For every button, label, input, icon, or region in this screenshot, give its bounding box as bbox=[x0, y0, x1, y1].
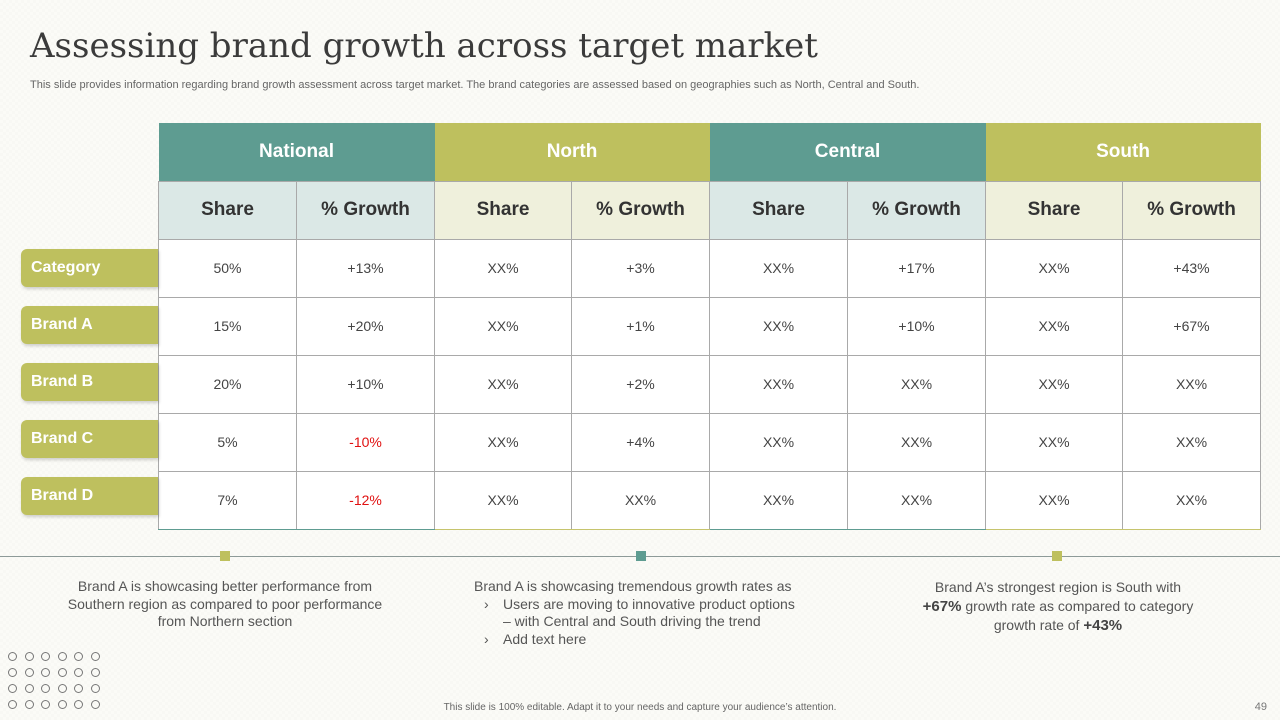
table-cell: +20% bbox=[295, 296, 436, 356]
note-left-line: from Northern section bbox=[157, 613, 293, 629]
highlight-value: +67% bbox=[922, 598, 962, 615]
note-right: Brand A’s strongest region is South with… bbox=[872, 578, 1244, 635]
note-right-text: growth rate as compared to category bbox=[961, 598, 1194, 614]
table-cell: 50% bbox=[158, 238, 297, 298]
table-cell: XX% bbox=[1122, 354, 1262, 414]
table-cell: -10% bbox=[295, 412, 436, 472]
table-cell: XX% bbox=[434, 238, 573, 298]
note-left-line: Brand A is showcasing better performance… bbox=[77, 578, 373, 594]
table-cell: 20% bbox=[158, 354, 297, 414]
note-right-line: +67% growth rate as compared to category bbox=[872, 597, 1244, 616]
table-cell: XX% bbox=[1122, 470, 1262, 530]
sub-header-growth: % Growth bbox=[847, 180, 987, 240]
table-cell: +1% bbox=[571, 296, 711, 356]
sub-header-share: Share bbox=[985, 180, 1124, 240]
decorative-dot-grid bbox=[8, 652, 100, 709]
table-cell: XX% bbox=[709, 412, 849, 472]
sub-header-share: Share bbox=[709, 180, 849, 240]
sub-header-share: Share bbox=[434, 180, 573, 240]
note-right-line: growth rate of +43% bbox=[872, 616, 1244, 635]
table-body: 50% +13% XX% +3% XX% +17% XX% +43% 15% +20% XX% +1%… bbox=[158, 238, 1262, 530]
table-cell: +13% bbox=[295, 238, 436, 298]
row-label-brand-b: Brand B bbox=[21, 363, 158, 401]
region-header-north: North bbox=[434, 123, 710, 181]
brand-growth-table: National North Central South Share % Gro… bbox=[158, 123, 1262, 530]
note-middle-heading: Brand A is showcasing tremendous growth … bbox=[474, 578, 792, 594]
sub-header-growth: % Growth bbox=[295, 180, 436, 240]
table-cell: -12% bbox=[295, 470, 436, 530]
footer-note: This slide is 100% editable. Adapt it to… bbox=[443, 702, 837, 713]
note-left: Brand A is showcasing better performance… bbox=[40, 578, 410, 631]
table-cell: +17% bbox=[847, 238, 987, 298]
table-cell: XX% bbox=[1122, 412, 1262, 472]
table-cell: 15% bbox=[158, 296, 297, 356]
row-label-brand-c: Brand C bbox=[21, 420, 158, 458]
page-number: 49 bbox=[1254, 701, 1267, 713]
note-right-line: Brand A’s strongest region is South with bbox=[934, 579, 1182, 595]
table-cell: XX% bbox=[434, 470, 573, 530]
sub-header-share: Share bbox=[158, 180, 297, 240]
table-cell: XX% bbox=[985, 412, 1124, 472]
table-row: 50% +13% XX% +3% XX% +17% XX% +43% bbox=[158, 238, 1262, 298]
row-label-brand-d: Brand D bbox=[21, 477, 158, 515]
note-left-line: Southern region as compared to poor perf… bbox=[67, 595, 383, 612]
table-cell: XX% bbox=[571, 470, 711, 530]
region-header-central: Central bbox=[709, 123, 986, 181]
table-cell: XX% bbox=[985, 296, 1124, 356]
table-cell: XX% bbox=[709, 296, 849, 356]
region-header-south: South bbox=[985, 123, 1261, 181]
table-cell: +2% bbox=[571, 354, 711, 414]
table-cell: XX% bbox=[709, 470, 849, 530]
bullet-text: – with Central and South driving the tre… bbox=[503, 613, 761, 629]
highlight-value: +43% bbox=[1083, 617, 1123, 634]
note-middle: Brand A is showcasing tremendous growth … bbox=[474, 578, 854, 648]
table-row: 15% +20% XX% +1% XX% +10% XX% +67% bbox=[158, 296, 1262, 356]
table-cell: XX% bbox=[709, 238, 849, 298]
note-middle-bullet: Users are moving to innovative product o… bbox=[484, 596, 854, 631]
table-cell: XX% bbox=[847, 354, 987, 414]
table-cell: XX% bbox=[847, 470, 987, 530]
slide-subtitle: This slide provides information regardin… bbox=[30, 79, 920, 91]
table-cell: XX% bbox=[434, 296, 573, 356]
table-cell: XX% bbox=[985, 354, 1124, 414]
table-cell: XX% bbox=[434, 354, 573, 414]
region-header-national: National bbox=[158, 123, 435, 181]
table-cell: +4% bbox=[571, 412, 711, 472]
table-row: 5% -10% XX% +4% XX% XX% XX% XX% bbox=[158, 412, 1262, 472]
row-label-category: Category bbox=[21, 249, 158, 287]
table-row: 7% -12% XX% XX% XX% XX% XX% XX% bbox=[158, 470, 1262, 530]
table-cell: +67% bbox=[1122, 296, 1262, 356]
sub-header-growth: % Growth bbox=[1122, 180, 1262, 240]
table-cell: XX% bbox=[434, 412, 573, 472]
table-cell: XX% bbox=[847, 412, 987, 472]
table-cell: XX% bbox=[709, 354, 849, 414]
row-label-brand-a: Brand A bbox=[21, 306, 158, 344]
sub-header-growth: % Growth bbox=[571, 180, 711, 240]
table-cell: +10% bbox=[295, 354, 436, 414]
table-cell: 5% bbox=[158, 412, 297, 472]
note-right-text: growth rate of bbox=[993, 617, 1084, 633]
marker-dot-right bbox=[1052, 551, 1062, 561]
table-cell: +10% bbox=[847, 296, 987, 356]
table-cell: XX% bbox=[985, 238, 1124, 298]
table-row: 20% +10% XX% +2% XX% XX% XX% XX% bbox=[158, 354, 1262, 414]
table-cell: XX% bbox=[985, 470, 1124, 530]
table-cell: +43% bbox=[1122, 238, 1262, 298]
marker-dot-middle bbox=[636, 551, 646, 561]
marker-dot-left bbox=[220, 551, 230, 561]
bullet-text: Users are moving to innovative product o… bbox=[503, 595, 795, 612]
note-middle-list: Users are moving to innovative product o… bbox=[474, 596, 854, 649]
slide-title: Assessing brand growth across target mar… bbox=[30, 26, 818, 66]
table-cell: 7% bbox=[158, 470, 297, 530]
table-cell: +3% bbox=[571, 238, 711, 298]
note-middle-bullet: Add text here bbox=[484, 631, 854, 649]
